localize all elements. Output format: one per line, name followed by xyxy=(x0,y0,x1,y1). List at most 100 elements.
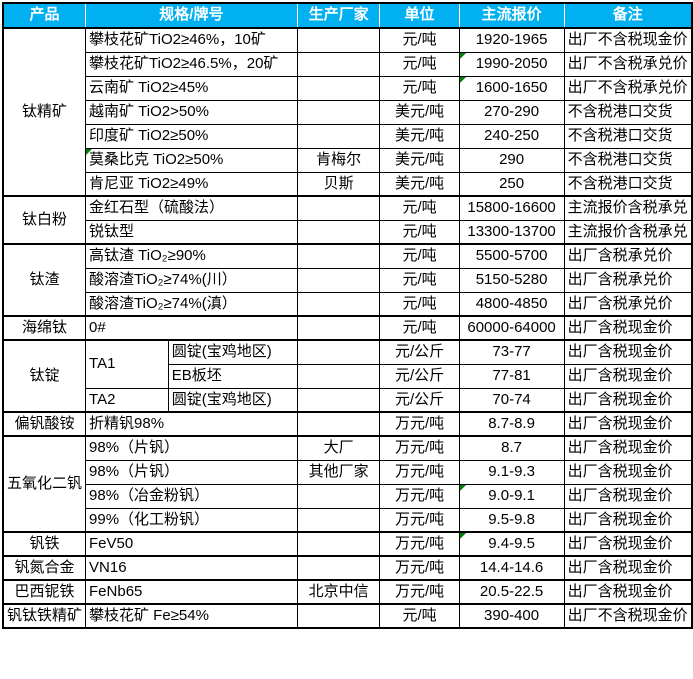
spec-sub-cell: EB板坯 xyxy=(167,363,298,389)
note-cell: 出厂含税现金价 xyxy=(563,363,693,389)
table-row: 攀枝花矿TiO2≥46.5%，20矿 元/吨 1990-2050 出厂不含税承兑… xyxy=(3,51,693,77)
product-group-cell: 钒钛铁精矿 xyxy=(2,603,87,629)
spec-cell: 酸溶渣TiO₂≥74%(川） xyxy=(85,267,298,293)
spec-cell: 肯尼亚 TiO2≥49% xyxy=(85,171,298,197)
manufacturer-cell xyxy=(296,315,381,341)
table-row: 海绵钛 0# 元/吨 60000-64000 出厂含税现金价 xyxy=(2,315,693,341)
unit-cell: 万元/吨 xyxy=(379,507,460,533)
manufacturer-cell: 其他厂家 xyxy=(296,459,381,485)
table-row: 98%（冶金粉钒） 万元/吨 9.0-9.1 出厂含税现金价 xyxy=(3,483,693,509)
manufacturer-cell xyxy=(296,531,381,557)
header-unit: 单位 xyxy=(379,2,460,29)
price-value: 9.4-9.5 xyxy=(488,534,535,552)
note-cell: 出厂含税现金价 xyxy=(563,459,693,485)
manufacturer-cell xyxy=(296,603,381,629)
table-row: TA2 圆锭(宝鸡地区) 元/公斤 70-74 出厂含税现金价 xyxy=(3,387,693,413)
spec-cell: 98%（冶金粉钒） xyxy=(85,483,298,509)
price-cell: 1990-2050 xyxy=(458,51,565,77)
header-manufacturer: 生产厂家 xyxy=(296,2,381,29)
price-cell: 20.5-22.5 xyxy=(458,579,565,605)
table-row: 钒钛铁精矿 攀枝花矿 Fe≥54% 元/吨 390-400 出厂不含税现金价 xyxy=(2,603,693,629)
manufacturer-cell: 贝斯 xyxy=(296,171,381,197)
product-group-cell: 钒氮合金 xyxy=(2,555,87,581)
unit-cell: 美元/吨 xyxy=(379,99,460,125)
manufacturer-cell xyxy=(296,243,381,269)
spec-cell: VN16 xyxy=(85,555,298,581)
price-value: 1990-2050 xyxy=(475,54,548,72)
note-cell: 出厂含税承兑价 xyxy=(563,267,693,293)
spec-cell: FeV50 xyxy=(85,531,298,557)
product-group-cell: 钛锭 xyxy=(2,339,87,413)
spec-cell: 攀枝花矿TiO2≥46.5%，20矿 xyxy=(85,51,298,77)
header-row: 产品 规格/牌号 生产厂家 单位 主流报价 备注 xyxy=(2,2,693,29)
note-cell: 主流报价含税承兑 xyxy=(563,195,693,221)
note-cell: 出厂不含税现金价 xyxy=(563,27,693,53)
price-cell: 77-81 xyxy=(458,363,565,389)
table-row: 钛精矿 攀枝花矿TiO2≥46%，10矿 元/吨 1920-1965 出厂不含税… xyxy=(2,27,693,197)
price-cell: 1920-1965 xyxy=(458,27,565,53)
table-row: 酸溶渣TiO₂≥74%(川） 元/吨 5150-5280 出厂含税承兑价 xyxy=(3,267,693,293)
price-cell: 9.1-9.3 xyxy=(458,459,565,485)
note-cell: 出厂含税现金价 xyxy=(563,507,693,533)
price-cell: 240-250 xyxy=(458,123,565,149)
spec-cell: FeNb65 xyxy=(85,579,298,605)
manufacturer-cell xyxy=(296,291,381,317)
error-marker-icon xyxy=(460,534,466,539)
unit-cell: 元/吨 xyxy=(379,267,460,293)
manufacturer-cell xyxy=(296,507,381,533)
product-group-cell: 钒铁 xyxy=(2,531,87,557)
product-group-cell: 五氧化二钒 xyxy=(2,435,87,533)
table-row: 98%（片钒） 其他厂家 万元/吨 9.1-9.3 出厂含税现金价 xyxy=(3,459,693,485)
table-row: 印度矿 TiO2≥50% 美元/吨 240-250 不含税港口交货 xyxy=(3,123,693,149)
table-row: 钒氮合金 VN16 万元/吨 14.4-14.6 出厂含税现金价 xyxy=(2,555,693,581)
table-row: 偏钒酸铵 折精钒98% 万元/吨 8.7-8.9 出厂含税现金价 xyxy=(2,411,693,437)
spec-cell: 0# xyxy=(85,315,298,341)
table-row: 莫桑比克 TiO2≥50% 肯梅尔 美元/吨 290 不含税港口交货 xyxy=(3,147,693,173)
unit-cell: 万元/吨 xyxy=(379,459,460,485)
header-price: 主流报价 xyxy=(458,2,565,29)
unit-cell: 美元/吨 xyxy=(379,171,460,197)
unit-cell: 元/公斤 xyxy=(379,363,460,389)
note-cell: 出厂含税现金价 xyxy=(563,387,693,413)
header-product: 产品 xyxy=(2,2,87,29)
note-cell: 出厂不含税承兑价 xyxy=(563,51,693,77)
manufacturer-cell xyxy=(296,267,381,293)
note-cell: 不含税港口交货 xyxy=(563,123,693,149)
manufacturer-cell xyxy=(296,51,381,77)
price-cell: 5150-5280 xyxy=(458,267,565,293)
spec-cell: 99%（化工粉钒） xyxy=(85,507,298,533)
table-row: 锐钛型 元/吨 13300-13700 主流报价含税承兑 xyxy=(3,219,693,245)
unit-cell: 元/吨 xyxy=(379,603,460,629)
price-table: 产品 规格/牌号 生产厂家 单位 主流报价 备注 钛精矿 攀枝花矿TiO2≥46… xyxy=(2,2,693,629)
price-cell: 13300-13700 xyxy=(458,219,565,245)
product-group-cell: 钛白粉 xyxy=(2,195,87,245)
spec-cell: 莫桑比克 TiO2≥50% xyxy=(85,147,298,173)
manufacturer-cell xyxy=(296,387,381,413)
error-marker-icon xyxy=(460,53,466,59)
note-cell: 出厂含税现金价 xyxy=(563,315,693,341)
table-row: 99%（化工粉钒） 万元/吨 9.5-9.8 出厂含税现金价 xyxy=(3,507,693,533)
unit-cell: 万元/吨 xyxy=(379,411,460,437)
unit-cell: 元/公斤 xyxy=(379,339,460,365)
product-group-cell: 钛精矿 xyxy=(2,27,87,197)
note-cell: 不含税港口交货 xyxy=(563,147,693,173)
spec-value: 莫桑比克 TiO2≥50% xyxy=(89,150,224,168)
price-cell: 8.7-8.9 xyxy=(458,411,565,437)
price-cell: 60000-64000 xyxy=(458,315,565,341)
table-row: 肯尼亚 TiO2≥49% 贝斯 美元/吨 250 不含税港口交货 xyxy=(3,171,693,197)
spec-cell: 锐钛型 xyxy=(85,219,298,245)
price-cell: 15800-16600 xyxy=(458,195,565,221)
error-marker-icon xyxy=(86,149,93,155)
price-cell: 4800-4850 xyxy=(458,291,565,317)
unit-cell: 万元/吨 xyxy=(379,483,460,509)
price-cell: 14.4-14.6 xyxy=(458,555,565,581)
note-cell: 出厂含税现金价 xyxy=(563,531,693,557)
table-row: 云南矿 TiO2≥45% 元/吨 1600-1650 出厂不含税承兑价 xyxy=(3,75,693,101)
price-cell: 290 xyxy=(458,147,565,173)
note-cell: 不含税港口交货 xyxy=(563,171,693,197)
note-cell: 出厂含税承兑价 xyxy=(563,243,693,269)
unit-cell: 元/吨 xyxy=(379,291,460,317)
price-value: 9.0-9.1 xyxy=(488,486,535,504)
table-row: 钛白粉 金红石型（硫酸法） 元/吨 15800-16600 主流报价含税承兑 xyxy=(2,195,693,245)
note-cell: 主流报价含税承兑 xyxy=(563,219,693,245)
